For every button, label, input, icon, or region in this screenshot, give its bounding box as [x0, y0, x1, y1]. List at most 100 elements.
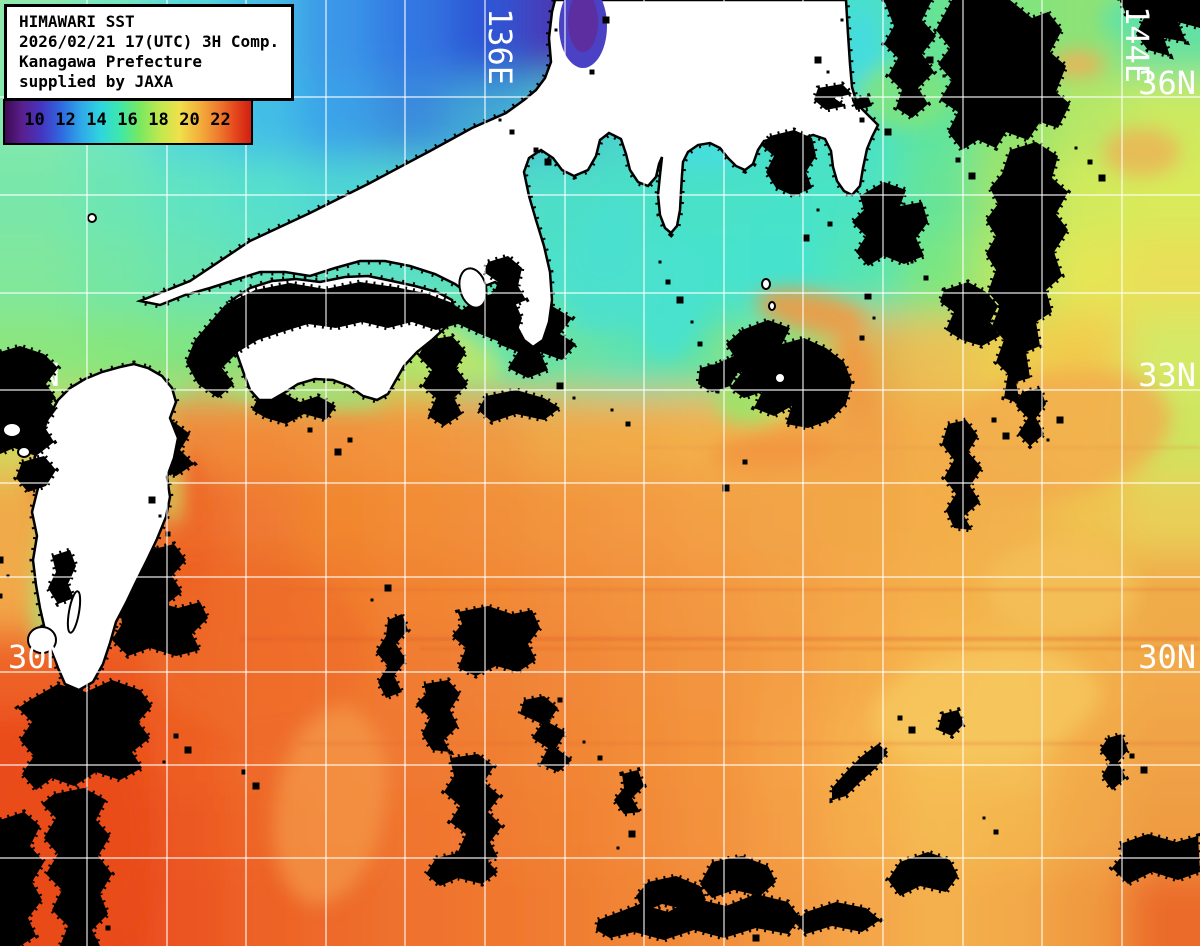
- no-data-speck: [498, 118, 502, 122]
- cloud-no-data-patch: [610, 767, 647, 817]
- cold-bay-water: [568, 0, 598, 52]
- cloud-no-data-patch: [937, 279, 1004, 349]
- cloud-no-data-patch: [448, 603, 543, 679]
- colorbar-tick-labels: 10 12 14 16 18 20 22: [19, 110, 236, 130]
- cloud-no-data-patch: [593, 891, 804, 943]
- title-source: supplied by JAXA: [19, 72, 174, 91]
- landmass: [30, 362, 180, 692]
- latitude-label: 30N: [8, 638, 66, 676]
- cloud-no-data-patch: [696, 853, 780, 901]
- no-data-speck: [897, 715, 903, 721]
- cloud-no-data-patch: [474, 387, 565, 425]
- colorbar-tick: 14: [86, 110, 107, 130]
- no-data-speck: [140, 576, 144, 580]
- no-data-speck: [859, 335, 865, 341]
- cloud-no-data-patch: [1117, 0, 1200, 60]
- no-data-speck: [252, 782, 260, 790]
- speck-layer: [0, 16, 1148, 942]
- no-data-speck: [716, 390, 720, 394]
- no-data-speck: [509, 129, 515, 135]
- island: [761, 278, 771, 290]
- no-data-speck: [572, 396, 576, 400]
- no-data-speck: [697, 341, 703, 347]
- no-data-speck: [859, 117, 865, 123]
- no-data-speck: [1087, 159, 1093, 165]
- no-data-speck: [676, 296, 684, 304]
- scanline-artifacts: [240, 446, 1200, 745]
- no-data-speck: [6, 574, 10, 578]
- cloud-no-data-patch: [848, 179, 931, 270]
- no-data-speck: [708, 364, 716, 372]
- title-product: HIMAWARI SST: [19, 12, 135, 31]
- cloud-no-data-patch: [880, 0, 940, 122]
- no-data-speck: [105, 925, 111, 931]
- no-data-speck: [172, 548, 180, 556]
- no-data-speck: [955, 157, 961, 163]
- no-data-speck: [872, 316, 876, 320]
- coastal-black-layer: [0, 0, 876, 608]
- no-data-speck: [544, 712, 552, 720]
- no-data-speck: [1129, 753, 1135, 759]
- no-data-speck: [347, 437, 353, 443]
- no-data-speck: [610, 408, 614, 412]
- no-data-speck: [722, 484, 730, 492]
- title-box: HIMAWARI SST 2026/02/21 17(UTC) 3H Comp.…: [4, 4, 295, 101]
- island: [774, 372, 786, 384]
- no-data-speck: [993, 829, 999, 835]
- no-data-speck: [589, 69, 595, 75]
- coastal-no-data-patch: [183, 279, 525, 402]
- no-data-speck: [658, 260, 662, 264]
- island: [17, 446, 31, 458]
- colorbar-tick: 22: [210, 110, 231, 130]
- island: [2, 422, 22, 438]
- sst-feature-blob: [1104, 128, 1180, 176]
- colorbar-tick: 16: [117, 110, 138, 130]
- cloud-no-data-patch: [790, 899, 885, 937]
- no-data-speck: [384, 584, 392, 592]
- colorbar-tick: 10: [24, 110, 45, 130]
- no-data-speck: [556, 382, 564, 390]
- cloud-no-data-patch: [517, 693, 576, 775]
- cloud-no-data-patch: [939, 417, 986, 534]
- sst-feature-blob: [582, 199, 638, 277]
- no-data-speck: [628, 830, 636, 838]
- colorbar-tick: 12: [55, 110, 76, 130]
- no-data-speck: [826, 70, 830, 74]
- island: [27, 626, 57, 654]
- no-data-speck: [864, 292, 872, 300]
- latitude-label: 30N: [1138, 638, 1196, 676]
- no-data-speck: [991, 417, 997, 423]
- no-data-speck: [926, 56, 934, 64]
- cloud-no-data-patch: [422, 849, 502, 889]
- coastal-no-data-patch: [480, 253, 530, 311]
- no-data-speck: [884, 128, 892, 136]
- no-data-speck: [602, 16, 610, 24]
- no-data-speck: [173, 733, 179, 739]
- no-data-speck: [982, 816, 986, 820]
- no-data-speck: [212, 328, 216, 332]
- no-data-speck: [1046, 438, 1050, 442]
- cloud-no-data-patch: [829, 740, 892, 804]
- no-data-speck: [165, 531, 171, 537]
- no-data-speck: [910, 260, 914, 264]
- cloud-no-data-patch: [982, 139, 1072, 408]
- cloud-no-data-patch: [372, 610, 411, 702]
- no-data-speck: [1118, 740, 1122, 744]
- no-data-speck: [1098, 174, 1106, 182]
- no-data-speck: [1005, 21, 1011, 27]
- scanline-artifact: [240, 637, 1200, 641]
- no-data-speck: [923, 275, 929, 281]
- latitude-label: 33N: [1138, 356, 1196, 394]
- longitude-label: 144E: [1118, 6, 1156, 83]
- no-data-speck: [942, 74, 946, 78]
- title-region: Kanagawa Prefecture: [19, 52, 203, 71]
- no-data-speck: [1074, 146, 1078, 150]
- cloud-no-data-patch: [440, 751, 506, 865]
- no-data-speck: [148, 496, 156, 504]
- no-data-speck: [582, 740, 586, 744]
- sst-feature-blob: [757, 289, 867, 335]
